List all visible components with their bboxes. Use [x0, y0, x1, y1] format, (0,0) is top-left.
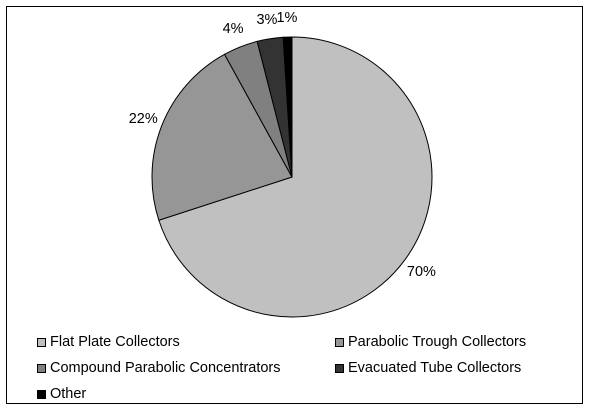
legend-item-flat-plate: Flat Plate Collectors: [37, 334, 335, 350]
pie-slice-other: [282, 36, 293, 178]
data-label-evacuated-tube-collectors: 3%: [256, 12, 277, 28]
legend-row: Compound Parabolic Concentrators Evacuat…: [37, 355, 577, 381]
legend-swatch: [37, 389, 46, 399]
legend-row: Other: [37, 381, 577, 407]
legend-swatch: [37, 337, 46, 347]
data-label-parabolic-trough-collectors: 22%: [129, 111, 158, 127]
legend-swatch: [335, 363, 344, 373]
legend-item-other: Other: [37, 386, 335, 402]
legend: Flat Plate Collectors Parabolic Trough C…: [37, 329, 577, 407]
legend-label: Flat Plate Collectors: [50, 334, 180, 350]
data-label-compound-parabolic-concentrators: 4%: [223, 21, 244, 37]
legend-label: Evacuated Tube Collectors: [348, 360, 522, 376]
legend-item-parabolic-trough: Parabolic Trough Collectors: [335, 334, 575, 350]
pie-slice-flat-plate-collectors: [158, 36, 433, 318]
legend-item-evacuated-tube: Evacuated Tube Collectors: [335, 360, 575, 376]
pie-chart: 70% 22% 4% 3% 1%: [129, 10, 436, 318]
legend-label: Parabolic Trough Collectors: [348, 334, 527, 350]
legend-swatch: [335, 337, 344, 347]
legend-swatch: [37, 363, 46, 373]
legend-item-compound-parabolic: Compound Parabolic Concentrators: [37, 360, 335, 376]
chart-frame: 70% 22% 4% 3% 1% Flat Plate Collectors Parab…: [6, 6, 583, 404]
data-label-other: 1%: [276, 10, 297, 26]
legend-label: Other: [50, 386, 87, 402]
pie-slice-parabolic-trough-collectors: [151, 53, 293, 221]
legend-row: Flat Plate Collectors Parabolic Trough C…: [37, 329, 577, 355]
data-label-flat-plate-collectors: 70%: [407, 264, 436, 280]
legend-label: Compound Parabolic Concentrators: [50, 360, 281, 376]
